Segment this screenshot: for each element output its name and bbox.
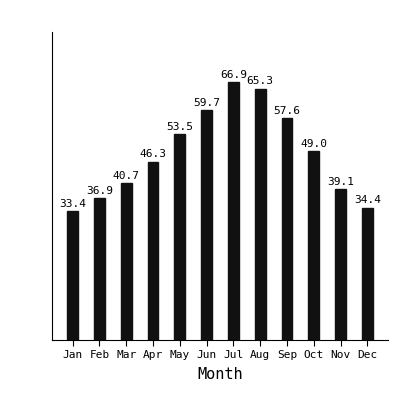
Bar: [67, 212, 78, 340]
Bar: [121, 183, 132, 340]
Text: 66.9: 66.9: [220, 70, 247, 80]
Text: 65.3: 65.3: [247, 76, 274, 86]
Bar: [228, 82, 239, 340]
Bar: [335, 190, 346, 340]
Text: 33.4: 33.4: [59, 199, 86, 209]
Bar: [282, 118, 292, 340]
Text: 57.6: 57.6: [274, 106, 300, 116]
Text: 53.5: 53.5: [166, 122, 193, 132]
Text: 39.1: 39.1: [327, 177, 354, 187]
Text: 36.9: 36.9: [86, 186, 113, 196]
Bar: [174, 134, 185, 340]
X-axis label: Month: Month: [197, 367, 243, 382]
Bar: [362, 208, 373, 340]
Bar: [308, 151, 319, 340]
Bar: [255, 88, 266, 340]
Text: 49.0: 49.0: [300, 139, 327, 149]
Text: 40.7: 40.7: [113, 171, 140, 181]
Text: 34.4: 34.4: [354, 195, 381, 205]
Text: 59.7: 59.7: [193, 98, 220, 108]
Bar: [94, 198, 105, 340]
Bar: [201, 110, 212, 340]
Text: 46.3: 46.3: [140, 150, 166, 160]
Bar: [148, 162, 158, 340]
